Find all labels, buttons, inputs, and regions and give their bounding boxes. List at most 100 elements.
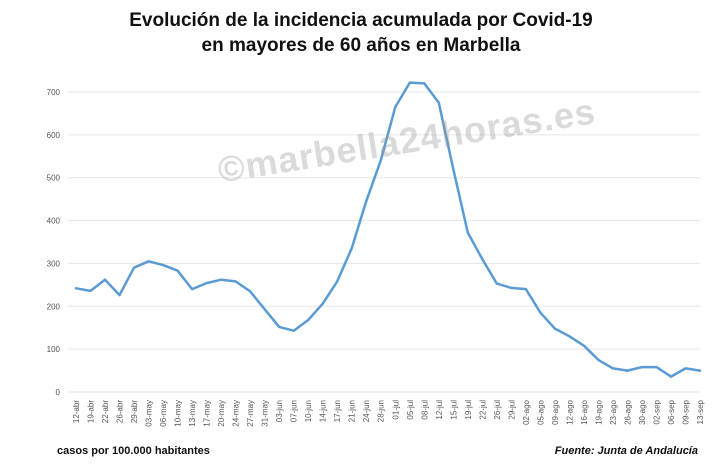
data-point <box>568 335 571 338</box>
x-tick-label: 10-may <box>174 400 183 427</box>
data-point <box>698 369 702 372</box>
units-note: casos por 100.000 habitantes <box>57 445 210 457</box>
x-tick-label: 02-sep <box>652 399 661 424</box>
data-point <box>176 269 179 272</box>
x-tick-label: 10-jun <box>304 400 313 422</box>
data-point <box>655 365 658 369</box>
data-point <box>161 263 165 267</box>
x-tick-label: 06-may <box>159 400 168 427</box>
data-point <box>365 200 368 203</box>
x-tick-label: 24-may <box>232 400 241 427</box>
x-tick-label: 12-jul <box>435 400 444 420</box>
data-point <box>640 365 644 369</box>
data-point <box>306 318 310 322</box>
x-tick-label: 13-may <box>188 400 197 427</box>
data-point <box>336 280 339 283</box>
data-point <box>423 82 426 85</box>
chart-title: Evolución de la incidencia acumulada por… <box>0 8 722 58</box>
data-point <box>205 281 208 285</box>
data-point <box>132 266 136 269</box>
x-axis-ticks: 12-abr 19-abr 22-abr 26-abr 29-abr 03-may 06-m… <box>72 399 705 426</box>
x-tick-label: 09-sep <box>681 399 690 424</box>
x-tick-label: 22-abr <box>101 400 110 423</box>
data-point <box>277 325 281 329</box>
x-tick-label: 23-ago <box>609 399 618 424</box>
data-point <box>292 329 295 332</box>
x-tick-label: 19-jul <box>464 400 473 420</box>
data-point <box>524 287 528 291</box>
data-point <box>219 278 223 281</box>
x-tick-label: 30-ago <box>638 399 647 424</box>
x-tick-label: 27-may <box>246 400 255 427</box>
data-point <box>466 231 470 234</box>
data-point <box>539 311 542 314</box>
data-point <box>481 257 484 261</box>
source-note: Fuente: Junta de Andalucía <box>554 445 698 457</box>
chart-title-line-2: en mayores de 60 años en Marbella <box>201 35 521 56</box>
x-tick-label: 24-jun <box>362 400 371 422</box>
y-tick-label: 300 <box>47 259 61 268</box>
data-point <box>684 367 687 370</box>
gridlines <box>68 91 700 393</box>
x-tick-label: 05-jul <box>406 400 415 420</box>
data-point <box>408 81 411 84</box>
data-point <box>437 101 440 104</box>
y-axis-ticks: 0 100 200 300 400 500 600 700 <box>47 88 61 397</box>
x-tick-label: 29-jul <box>507 400 516 420</box>
data-point <box>89 289 92 293</box>
data-point <box>248 290 252 293</box>
data-point <box>510 286 513 290</box>
data-point <box>234 280 237 283</box>
series-line <box>74 81 702 378</box>
x-tick-label: 22-jul <box>478 400 487 420</box>
x-tick-label: 02-ago <box>522 399 531 424</box>
data-point <box>350 247 353 250</box>
y-tick-label: 600 <box>47 131 61 140</box>
x-tick-label: 12-abr <box>72 400 81 423</box>
x-tick-label: 08-jul <box>420 400 429 420</box>
x-tick-label: 12-ago <box>565 399 574 424</box>
data-point <box>597 358 600 362</box>
x-tick-label: 28-jun <box>377 400 386 422</box>
data-point <box>321 302 324 305</box>
x-tick-label: 16-ago <box>580 399 589 424</box>
data-point <box>611 367 615 370</box>
data-point <box>669 375 673 378</box>
x-tick-label: 20-may <box>217 400 226 427</box>
data-point <box>394 105 397 109</box>
x-tick-label: 31-may <box>261 400 270 427</box>
data-point <box>495 282 499 285</box>
y-tick-label: 100 <box>47 345 61 354</box>
data-point <box>147 260 150 263</box>
x-tick-label: 19-ago <box>594 399 603 424</box>
chart-title-line-1: Evolución de la incidencia acumulada por… <box>129 10 593 31</box>
x-tick-label: 09-ago <box>551 399 560 424</box>
data-point <box>74 287 78 290</box>
x-tick-label: 06-sep <box>667 399 676 424</box>
series-layer <box>74 81 702 378</box>
x-tick-label: 13-sep <box>696 399 705 424</box>
y-tick-label: 0 <box>56 388 61 397</box>
x-tick-label: 17-jun <box>333 400 342 422</box>
x-tick-label: 29-abr <box>130 400 139 423</box>
x-tick-label: 05-ago <box>536 399 545 424</box>
x-tick-label: 14-jun <box>319 400 328 422</box>
x-tick-label: 26-abr <box>116 400 125 423</box>
x-tick-label: 03-jun <box>275 400 284 422</box>
x-tick-label: 26-ago <box>623 399 632 424</box>
y-tick-label: 500 <box>47 174 61 183</box>
data-point <box>582 344 586 347</box>
x-tick-label: 19-abr <box>87 400 96 423</box>
data-point <box>103 278 107 281</box>
data-point <box>263 308 266 311</box>
data-point <box>379 159 382 162</box>
x-tick-label: 01-jul <box>391 400 400 420</box>
x-tick-label: 15-jul <box>449 400 458 420</box>
y-tick-label: 700 <box>47 88 61 97</box>
x-tick-label: 21-jun <box>348 400 357 422</box>
y-tick-label: 200 <box>47 302 61 311</box>
y-tick-label: 400 <box>47 217 61 226</box>
data-point <box>553 327 557 330</box>
x-tick-label: 26-jul <box>493 400 502 420</box>
